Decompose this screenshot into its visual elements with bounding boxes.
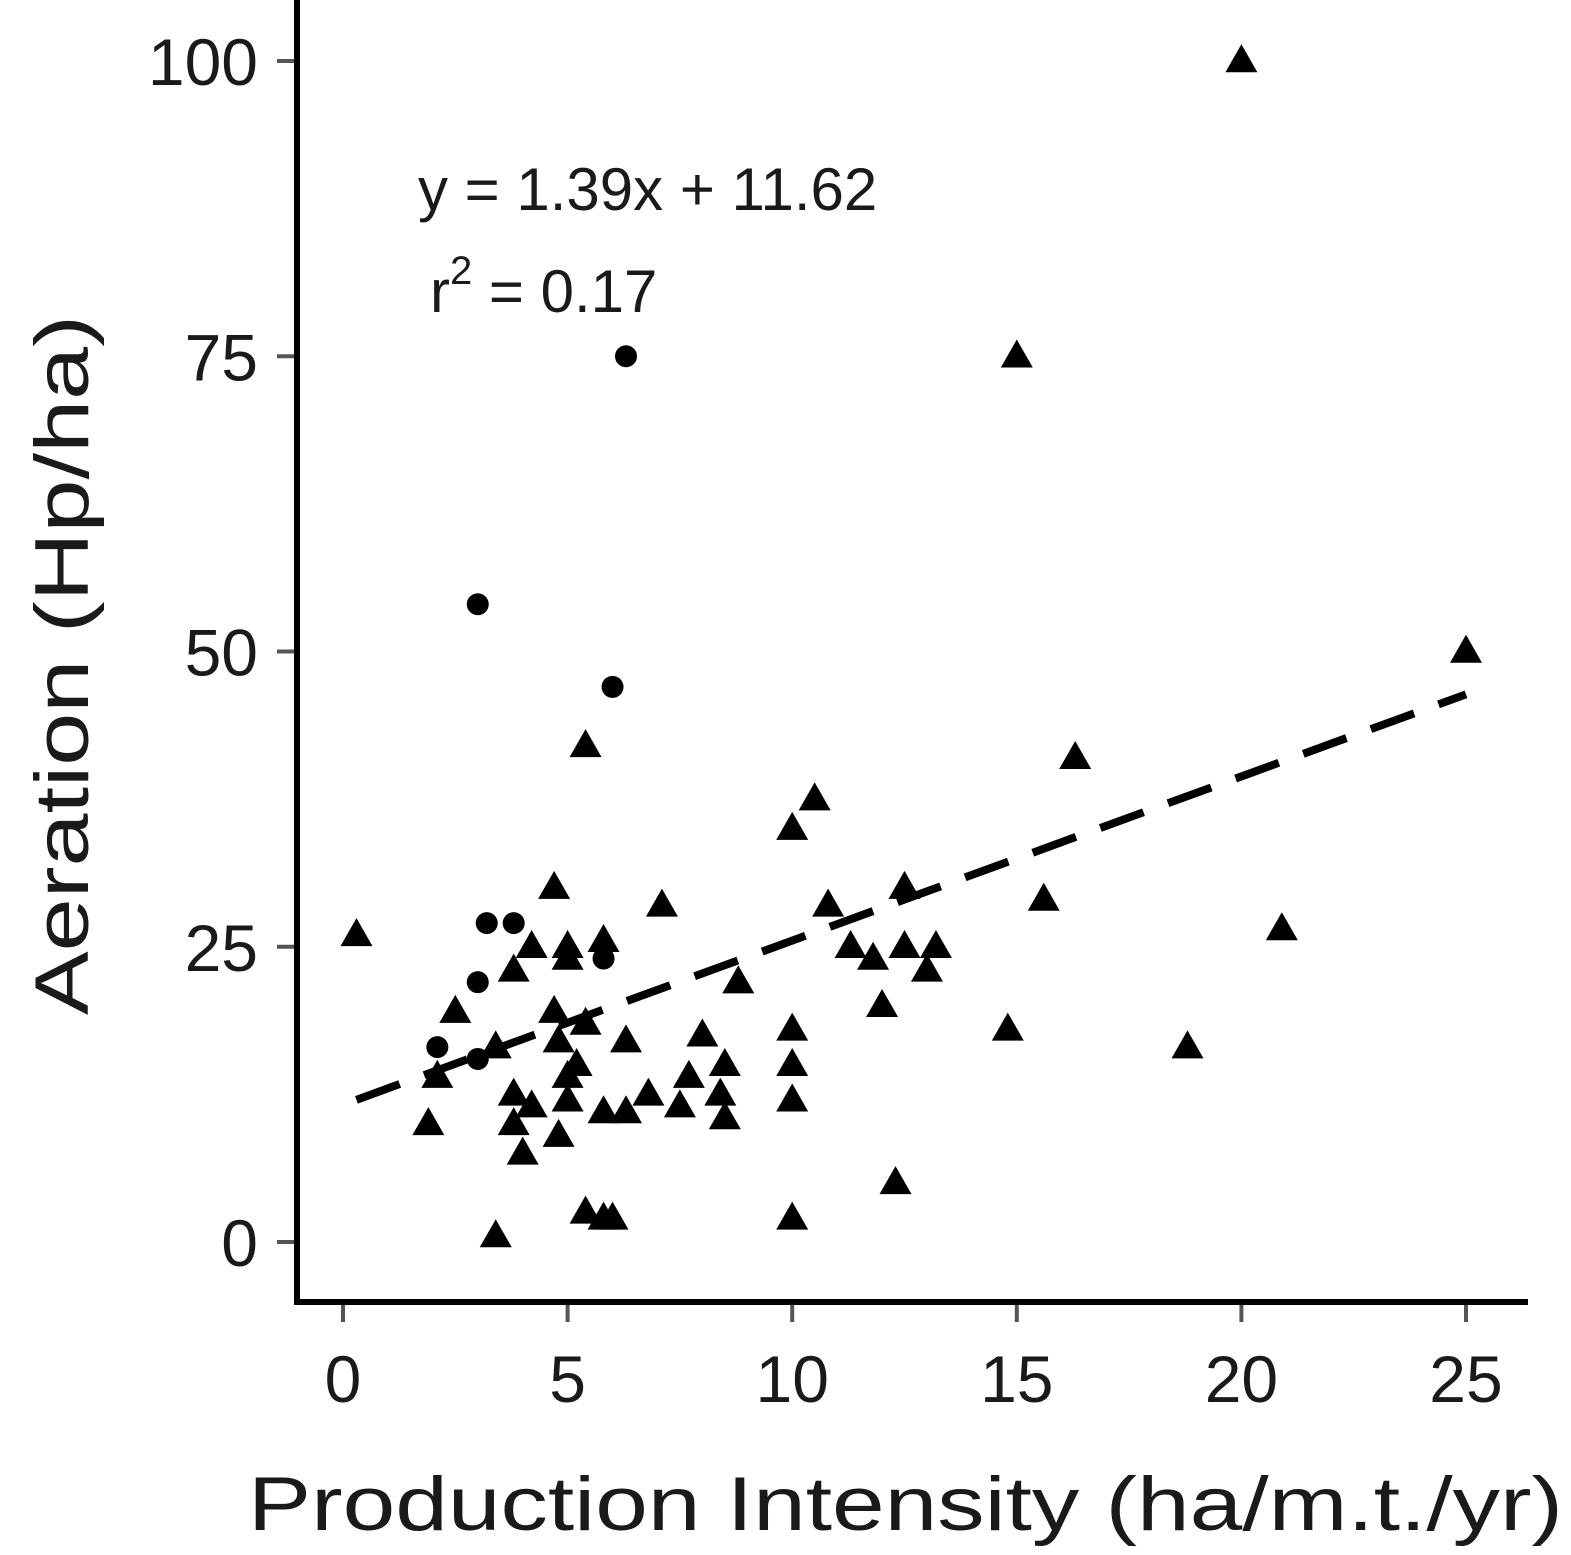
y-tick-label: 25: [185, 911, 258, 985]
triangle-point: [1059, 740, 1092, 769]
triangle-point: [421, 1059, 454, 1088]
triangle-point: [569, 1006, 602, 1035]
triangle-point: [672, 1059, 705, 1088]
x-tick-label: 15: [980, 1342, 1053, 1416]
circle-point: [601, 675, 624, 698]
triangle-point: [551, 941, 584, 970]
circle-point: [426, 1036, 449, 1059]
triangle-point: [776, 811, 809, 840]
triangle-point: [412, 1107, 445, 1136]
triangle-point: [919, 929, 952, 958]
circle-point: [475, 912, 498, 935]
triangle-point: [609, 1095, 642, 1124]
triangle-point: [776, 1012, 809, 1041]
triangle-point: [888, 929, 921, 958]
triangle-point: [538, 994, 571, 1023]
triangle-point: [439, 994, 472, 1023]
triangle-point: [776, 1083, 809, 1112]
circle-point: [466, 593, 489, 616]
triangle-point: [587, 1095, 620, 1124]
triangle-point: [479, 1030, 512, 1059]
r-squared-exponent: 2: [450, 249, 472, 293]
triangle-point: [551, 1083, 584, 1112]
x-axis-ticks: 0 5 10 15 20 25: [325, 1302, 1503, 1416]
triangle-point: [538, 870, 571, 899]
circle-point: [614, 345, 637, 368]
triangle-point: [479, 1219, 512, 1248]
y-tick-label: 100: [148, 25, 258, 99]
triangle-point: [515, 1089, 548, 1118]
triangle-point: [515, 929, 548, 958]
triangle-point: [587, 924, 620, 953]
circle-point: [592, 947, 615, 970]
triangle-point: [645, 888, 678, 917]
circle-point: [466, 971, 489, 994]
triangle-point: [632, 1077, 665, 1106]
triangle-point: [569, 1195, 602, 1224]
triangle-point: [542, 1024, 575, 1053]
triangle-point: [569, 729, 602, 758]
y-tick-label: 75: [185, 320, 258, 394]
circle-point: [502, 912, 525, 935]
y-tick-label: 50: [185, 616, 258, 690]
x-tick-label: 10: [755, 1342, 828, 1416]
triangle-point: [1265, 912, 1298, 941]
y-tick-label: 0: [221, 1206, 258, 1280]
triangle-point: [1225, 44, 1258, 73]
triangle-point: [866, 989, 899, 1017]
triangle-point: [1000, 339, 1033, 368]
triangle-point: [991, 1012, 1024, 1041]
x-tick-label: 20: [1205, 1342, 1278, 1416]
triangle-point: [798, 782, 831, 811]
triangle-point: [1027, 882, 1060, 911]
data-points: [340, 44, 1482, 1248]
x-tick-label: 0: [325, 1342, 362, 1416]
triangle-point: [551, 1059, 584, 1088]
triangle-point: [663, 1089, 696, 1118]
regression-equation: y = 1.39x + 11.62: [418, 156, 877, 223]
y-axis-title: Aeration (Hp/ha): [20, 315, 105, 1015]
triangle-point: [722, 965, 755, 994]
triangle-point: [609, 1024, 642, 1053]
triangle-point: [812, 888, 845, 917]
triangle-point: [776, 1048, 809, 1077]
triangle-point: [704, 1077, 737, 1106]
triangle-point: [497, 953, 530, 982]
triangle-point: [708, 1048, 741, 1077]
triangle-point: [596, 1201, 629, 1230]
triangle-point: [879, 1166, 912, 1195]
triangle-point: [708, 1101, 741, 1130]
triangle-point: [542, 1118, 575, 1147]
triangle-point: [506, 1136, 539, 1165]
x-tick-label: 25: [1429, 1342, 1502, 1416]
triangle-point: [497, 1077, 530, 1106]
triangle-point: [834, 929, 867, 958]
triangle-point: [776, 1201, 809, 1230]
triangle-point: [857, 941, 890, 970]
r-squared-symbol: r: [430, 258, 450, 325]
triangle-point: [686, 1018, 719, 1047]
x-axis-title: Production Intensity (ha/m.t./yr): [248, 1462, 1563, 1547]
y-axis-ticks: 0 25 50 75 100: [148, 25, 297, 1280]
triangle-point: [888, 870, 921, 899]
r-squared-value: = 0.17: [472, 258, 657, 325]
triangle-point: [1171, 1030, 1204, 1059]
x-tick-label: 5: [549, 1342, 586, 1416]
triangle-point: [910, 953, 943, 982]
triangle-point: [1450, 634, 1482, 663]
triangle-point: [497, 1107, 530, 1136]
r-squared-label: r2 = 0.17: [430, 249, 657, 325]
triangle-point: [340, 918, 373, 947]
